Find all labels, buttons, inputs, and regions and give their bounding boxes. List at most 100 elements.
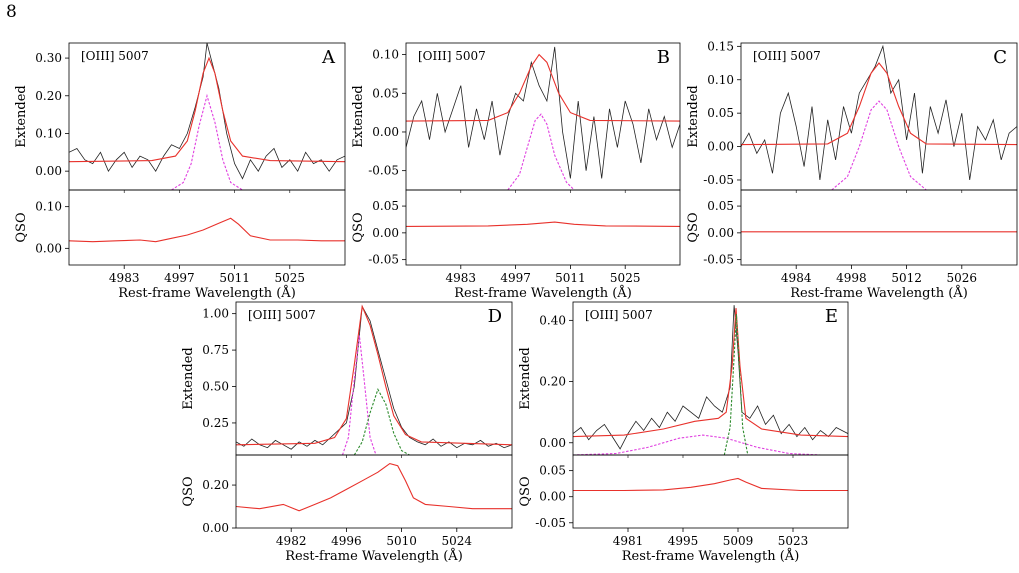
- top-ytick-label: 0.05: [372, 86, 399, 100]
- bottom-series-line-1: [236, 463, 512, 512]
- panel-letter: A: [321, 47, 336, 68]
- top-ytick-label: 0.40: [539, 313, 566, 327]
- panel-c: -0.05 0.00 0.05 0.10 0.15 Extended -0.05 0.00 0.…: [686, 39, 1018, 301]
- top-series-group: [741, 44, 1017, 190]
- top-frame: [235, 301, 513, 456]
- bottom-ytick-label: -0.05: [535, 516, 566, 530]
- line-annotation: [OIII] 5007: [585, 308, 653, 322]
- bottom-ytick-label: 0.05: [372, 199, 399, 213]
- top-series-line-2: [69, 56, 345, 163]
- bottom-ytick-label: 0.10: [35, 200, 62, 214]
- top-ytick-label: 0.10: [707, 73, 734, 87]
- bottom-ytick-label: -0.05: [368, 253, 399, 267]
- top-ytick-label: 0.75: [202, 343, 229, 357]
- top-series-line-3: [341, 335, 377, 455]
- xtick-label: 5012: [891, 271, 922, 285]
- bottom-ylabel: QSO: [181, 476, 196, 506]
- top-series-line-1: [406, 46, 680, 179]
- xlabel: Rest-frame Wavelength (Å): [454, 285, 632, 301]
- top-frame: [572, 301, 849, 456]
- top-series-group: [236, 304, 512, 455]
- xtick-label: 4995: [668, 534, 699, 548]
- top-series-group: [69, 43, 345, 190]
- top-series-line-1: [573, 305, 848, 450]
- bottom-frame: [740, 189, 1018, 266]
- bottom-ytick-label: -0.05: [703, 253, 734, 267]
- bottom-ytick-label: 0.05: [539, 464, 566, 478]
- bottom-ytick-label: 0.20: [202, 478, 229, 492]
- top-ytick-label: 0.50: [202, 380, 229, 394]
- panel-letter: D: [488, 306, 502, 327]
- xtick-label: 4984: [781, 271, 812, 285]
- xtick-label: 5009: [723, 534, 754, 548]
- top-series-line-2: [573, 308, 848, 438]
- top-series-line-3: [507, 113, 575, 190]
- bottom-frame: [235, 454, 513, 529]
- bottom-ytick-label: 0.05: [707, 199, 734, 213]
- xtick-label: 5026: [947, 271, 978, 285]
- xtick-label: 5023: [778, 534, 809, 548]
- xlabel: Rest-frame Wavelength (Å): [790, 285, 968, 301]
- xtick-label: 4998: [836, 271, 867, 285]
- bottom-series-group: [236, 463, 512, 512]
- top-ytick-label: 0.10: [35, 126, 62, 140]
- top-ytick-label: 1.00: [202, 307, 229, 321]
- xtick-label: 5025: [275, 271, 306, 285]
- bottom-ytick-label: 0.00: [372, 226, 399, 240]
- xlabel: Rest-frame Wavelength (Å): [118, 285, 296, 301]
- top-ylabel: Extended: [181, 347, 196, 409]
- top-ylabel: Extended: [351, 85, 366, 147]
- top-series-line-1: [236, 305, 512, 450]
- top-series-line-2: [406, 53, 680, 122]
- top-series-line-3: [171, 93, 243, 190]
- xtick-label: 5011: [555, 271, 586, 285]
- top-frame: [740, 42, 1018, 191]
- bottom-frame: [68, 189, 346, 266]
- xtick-label: 4983: [109, 271, 140, 285]
- top-frame: [405, 42, 681, 191]
- top-series-line-1: [69, 43, 345, 180]
- top-ytick-label: 0.30: [35, 51, 62, 65]
- bottom-ytick-label: 0.00: [539, 490, 566, 504]
- top-series-line-1: [741, 44, 1017, 181]
- bottom-series-group: [69, 217, 345, 243]
- xlabel: Rest-frame Wavelength (Å): [285, 548, 463, 564]
- panel-letter: B: [657, 47, 670, 68]
- bottom-ylabel: QSO: [14, 212, 29, 242]
- bottom-ylabel: QSO: [686, 212, 701, 242]
- bottom-frame: [405, 189, 681, 266]
- xtick-label: 4981: [613, 534, 644, 548]
- top-series-group: [406, 46, 680, 190]
- xtick-label: 4997: [164, 271, 195, 285]
- top-ytick-label: -0.05: [368, 164, 399, 178]
- panel-letter: C: [993, 47, 1007, 68]
- top-ytick-label: 0.05: [707, 106, 734, 120]
- top-ytick-label: 0.00: [539, 436, 566, 450]
- xtick-label: 5011: [219, 271, 250, 285]
- xtick-label: 4997: [500, 271, 531, 285]
- top-series-line-4: [353, 388, 410, 455]
- top-series-line-3: [573, 434, 821, 455]
- top-ytick-label: 0.20: [35, 89, 62, 103]
- top-series-line-3: [831, 100, 927, 190]
- top-ylabel: Extended: [14, 85, 29, 147]
- xlabel: Rest-frame Wavelength (Å): [622, 548, 800, 564]
- bottom-ytick-label: 0.00: [35, 241, 62, 255]
- line-annotation: [OIII] 5007: [753, 49, 821, 63]
- line-annotation: [OIII] 5007: [418, 49, 486, 63]
- xtick-label: 4983: [446, 271, 477, 285]
- bottom-series-group: [406, 221, 680, 227]
- xtick-label: 4996: [331, 534, 362, 548]
- top-ytick-label: 0.10: [372, 48, 399, 62]
- top-ytick-label: -0.05: [703, 173, 734, 187]
- top-ytick-label: 0.25: [202, 416, 229, 430]
- panel-letter: E: [825, 306, 838, 327]
- top-series-group: [573, 305, 848, 455]
- bottom-ytick-label: 0.00: [707, 226, 734, 240]
- bottom-series-line-1: [69, 217, 345, 243]
- top-ytick-label: 0.20: [539, 375, 566, 389]
- top-ytick-label: 0.15: [707, 39, 734, 53]
- top-ylabel: Extended: [686, 85, 701, 147]
- top-ytick-label: 0.00: [707, 140, 734, 154]
